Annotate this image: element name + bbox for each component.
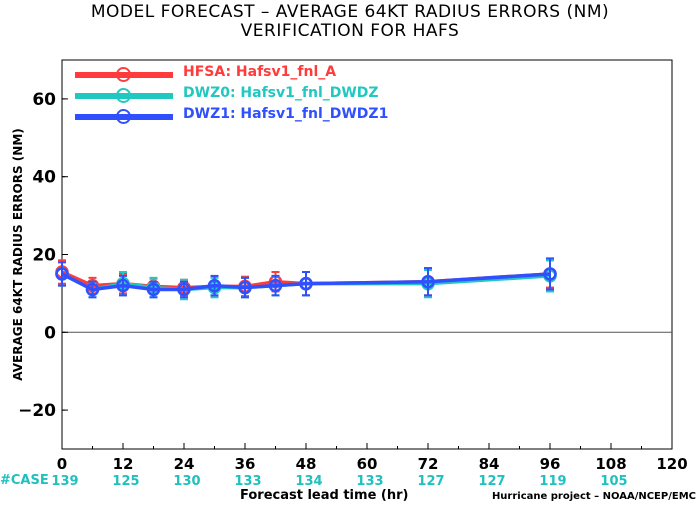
legend-marker-dwz1: [116, 109, 131, 124]
data-point: [177, 282, 191, 297]
x-tick-label: 48: [296, 455, 317, 473]
case-count: 119: [539, 474, 566, 489]
x-tick-label: 108: [595, 455, 626, 473]
y-axis-label: AVERAGE 64KT RADIUS ERRORS (NM): [11, 128, 25, 380]
x-axis-label: Forecast lead time (hr): [240, 488, 409, 503]
case-count: 125: [112, 474, 139, 489]
legend-label-hfsa: HFSA: Hafsv1_fnl_A: [183, 64, 337, 80]
x-tick-label: 12: [113, 455, 134, 473]
data-point: [207, 278, 222, 293]
case-count: 130: [173, 474, 200, 489]
data-point: [55, 267, 69, 281]
data-point: [299, 276, 313, 291]
x-tick-label: 72: [418, 455, 439, 473]
case-count: 127: [417, 474, 444, 489]
y-tick-label: 60: [32, 90, 56, 110]
x-tick-label: 0: [57, 455, 67, 473]
case-count: 139: [51, 474, 78, 489]
case-count: 105: [600, 474, 627, 489]
x-tick-label: 60: [357, 455, 378, 473]
case-count: 127: [478, 474, 505, 489]
x-tick-label: 120: [656, 455, 687, 473]
data-point: [146, 282, 161, 297]
y-tick-label: 20: [32, 246, 56, 266]
case-label: #CASE: [0, 473, 49, 488]
credit-text: Hurricane project – NOAA/NCEP/EMC: [491, 491, 696, 502]
data-point: [421, 274, 435, 289]
data-point: [238, 280, 252, 295]
case-count: 134: [295, 474, 322, 489]
data-point: [543, 267, 557, 281]
legend-marker-dwz0: [116, 88, 131, 103]
data-point: [268, 278, 283, 293]
x-tick-label: 96: [540, 455, 561, 473]
legend-marker-hfsa: [116, 67, 131, 82]
chart-subtitle: VERIFICATION FOR HAFS: [240, 21, 460, 41]
y-tick-label: 0: [44, 323, 56, 343]
y-tick-label: −20: [18, 401, 56, 421]
legend-label-dwz1: DWZ1: Hafsv1_fnl_DWDZ1: [183, 106, 389, 122]
x-tick-label: 36: [235, 455, 256, 473]
data-point: [116, 278, 130, 293]
x-tick-label: 24: [174, 455, 195, 473]
data-point: [85, 282, 100, 297]
case-count: 133: [234, 474, 261, 489]
x-tick-label: 84: [479, 455, 500, 473]
chart-title: MODEL FORECAST – AVERAGE 64KT RADIUS ERR…: [90, 2, 610, 22]
case-count: 133: [356, 474, 383, 489]
y-tick-label: 40: [32, 168, 56, 188]
legend-label-dwz0: DWZ0: Hafsv1_fnl_DWDZ: [183, 85, 379, 101]
